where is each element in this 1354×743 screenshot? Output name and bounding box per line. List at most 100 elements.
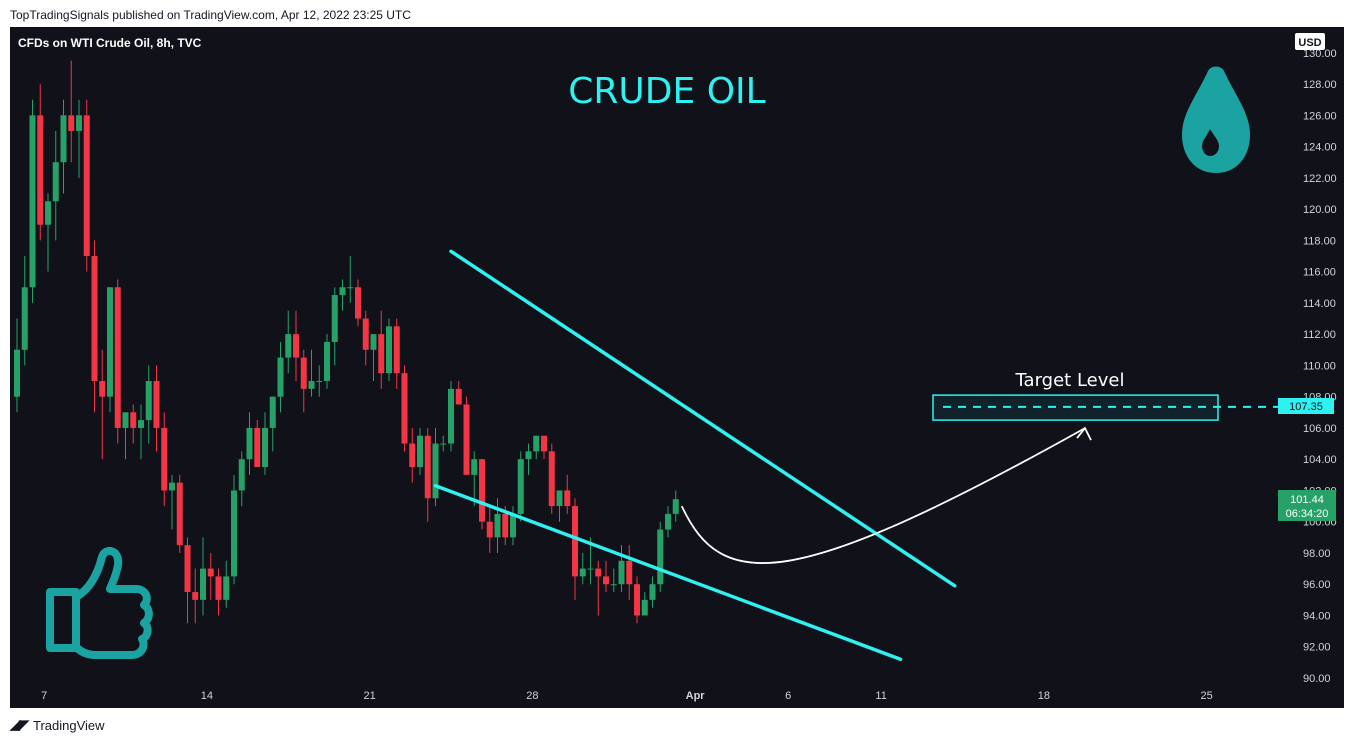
candle-body [432, 443, 439, 499]
candle [347, 256, 354, 303]
candle [238, 451, 245, 507]
price-tick-label: 112.00 [1303, 329, 1336, 341]
time-tick-label: 28 [526, 690, 538, 702]
candle-body [114, 287, 121, 428]
candle-body [424, 435, 431, 499]
candle [207, 552, 214, 600]
candle [665, 506, 671, 538]
thumbs-up-icon [46, 546, 153, 659]
target-price-tag[interactable]: 107.35 [1278, 398, 1334, 414]
price-tick-label: 120.00 [1303, 204, 1337, 216]
candle-body [68, 115, 75, 131]
candle [60, 99, 67, 194]
tradingview-logo[interactable]: ◢◤ TradingView [10, 717, 105, 733]
candle-body [107, 287, 113, 397]
candle [254, 420, 261, 467]
candle-body [610, 584, 617, 586]
candle-body [448, 388, 454, 444]
candle [386, 318, 392, 382]
candle [634, 576, 640, 624]
candle-body [347, 287, 354, 289]
candle-body [308, 381, 315, 389]
candle [455, 381, 462, 405]
candle-body [169, 482, 175, 491]
candle-body [246, 427, 253, 460]
price-axis[interactable]: 90.0092.0094.0096.0098.00100.00102.00104… [1303, 48, 1337, 685]
candle [378, 310, 385, 389]
candle-body [52, 162, 59, 202]
symbol-label[interactable]: CFDs on WTI Crude Oil, 8h, TVC [18, 36, 202, 50]
price-tick-label: 130.00 [1303, 48, 1337, 60]
chart-frame[interactable]: 90.0092.0094.0096.0098.00100.00102.00104… [10, 27, 1344, 708]
candle-body [45, 201, 51, 225]
candle [548, 443, 555, 514]
candle-body [641, 599, 648, 616]
price-tick-label: 90.00 [1303, 673, 1331, 685]
candle [21, 256, 28, 366]
candles-layer [14, 60, 679, 624]
candle-body [409, 443, 416, 467]
candle-body [153, 381, 160, 428]
candle [285, 310, 292, 374]
candle-body [401, 373, 408, 444]
candle-body [494, 513, 501, 538]
candle-body [269, 396, 276, 428]
candle-body [564, 490, 571, 507]
candle [641, 592, 648, 616]
candle-body [238, 459, 245, 491]
candle-body [339, 287, 346, 296]
candle [83, 99, 90, 272]
candle [362, 310, 369, 366]
candle-body [672, 499, 679, 514]
candle-body [293, 334, 299, 358]
candle [161, 412, 168, 507]
candle [91, 240, 98, 413]
candle [76, 99, 82, 178]
price-chart[interactable]: 90.0092.0094.0096.0098.00100.00102.00104… [10, 27, 1344, 708]
candle [541, 435, 547, 460]
candle-body [587, 568, 594, 570]
candle [556, 490, 563, 522]
candle-body [362, 318, 369, 350]
candle [618, 545, 625, 593]
candle-body [254, 427, 261, 467]
publisher-caption: TopTradingSignals published on TradingVi… [10, 8, 411, 22]
currency-badge[interactable]: USD [1295, 33, 1325, 50]
candle-body [145, 381, 152, 421]
last-price-value: 101.44 [1290, 494, 1324, 506]
candle-body [386, 326, 392, 374]
candle [192, 568, 199, 624]
candle [200, 537, 206, 616]
last-price-tag[interactable]: 101.44 06:34:20 [1278, 490, 1336, 521]
candle [68, 60, 75, 163]
candle-body [285, 334, 292, 358]
time-tick-label: 21 [364, 690, 376, 702]
candle-body [479, 459, 485, 522]
chart-title: CRUDE OIL [568, 71, 765, 112]
candle-body [83, 115, 90, 256]
candle [401, 365, 408, 452]
candle-body [603, 576, 609, 585]
candle [262, 412, 268, 475]
candle [176, 474, 183, 553]
candle-body [548, 451, 555, 507]
candle [45, 193, 51, 272]
candle-body [277, 357, 284, 397]
target-level-label: Target Level [1015, 370, 1125, 391]
candle-body [595, 568, 602, 577]
time-tick-label: Apr [686, 690, 706, 702]
candle-body [649, 584, 656, 600]
candle-body [502, 513, 509, 538]
candle-body [657, 529, 664, 585]
candle [29, 99, 36, 303]
candle-body [130, 412, 137, 428]
time-axis[interactable]: 7 14 21 28 Apr 6 11 18 25 [41, 690, 1213, 702]
candle-body [370, 334, 377, 350]
projection-arrow-head [1076, 426, 1092, 441]
tradingview-brand: TradingView [33, 717, 105, 733]
candle [231, 474, 237, 585]
price-tick-label: 126.00 [1303, 110, 1337, 122]
price-tick-label: 116.00 [1303, 267, 1336, 279]
candle-body [355, 287, 361, 319]
candle-body [463, 404, 470, 475]
